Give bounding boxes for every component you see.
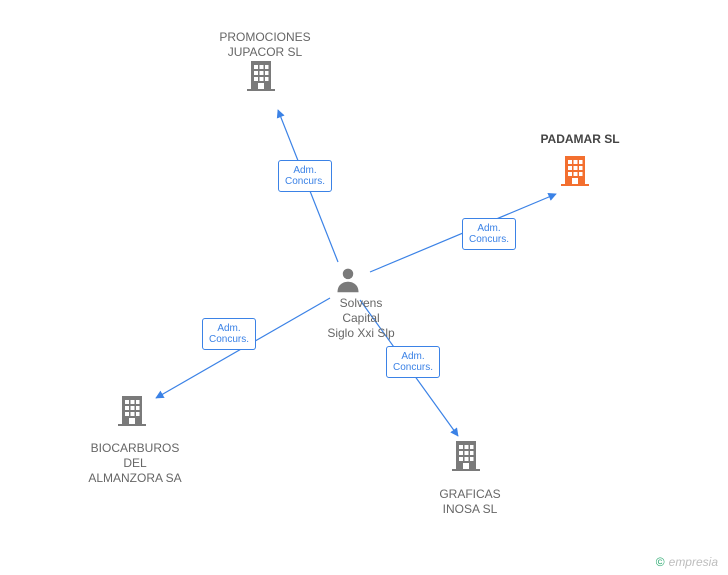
building-icon	[116, 394, 148, 431]
building-icon	[450, 439, 482, 476]
building-icon	[245, 59, 277, 96]
node-label: PROMOCIONES JUPACOR SL	[200, 30, 330, 60]
edges-layer	[0, 0, 728, 575]
building-icon	[559, 154, 591, 191]
edge-label: Adm. Concurs.	[386, 346, 440, 378]
copyright-symbol: ©	[656, 555, 665, 569]
edge-label: Adm. Concurs.	[462, 218, 516, 250]
credit-label: © empresia	[656, 555, 718, 569]
edge-label: Adm. Concurs.	[278, 160, 332, 192]
node-label: BIOCARBUROS DEL ALMANZORA SA	[75, 441, 195, 486]
diagram-canvas: Solvens Capital Siglo Xxi Slp PROMOCIONE…	[0, 0, 728, 575]
node-label: GRAFICAS INOSA SL	[425, 487, 515, 517]
node-label: PADAMAR SL	[525, 132, 635, 147]
credit-text: empresia	[669, 555, 718, 569]
center-node-label: Solvens Capital Siglo Xxi Slp	[316, 296, 406, 341]
edge-label: Adm. Concurs.	[202, 318, 256, 350]
person-icon	[334, 266, 362, 299]
